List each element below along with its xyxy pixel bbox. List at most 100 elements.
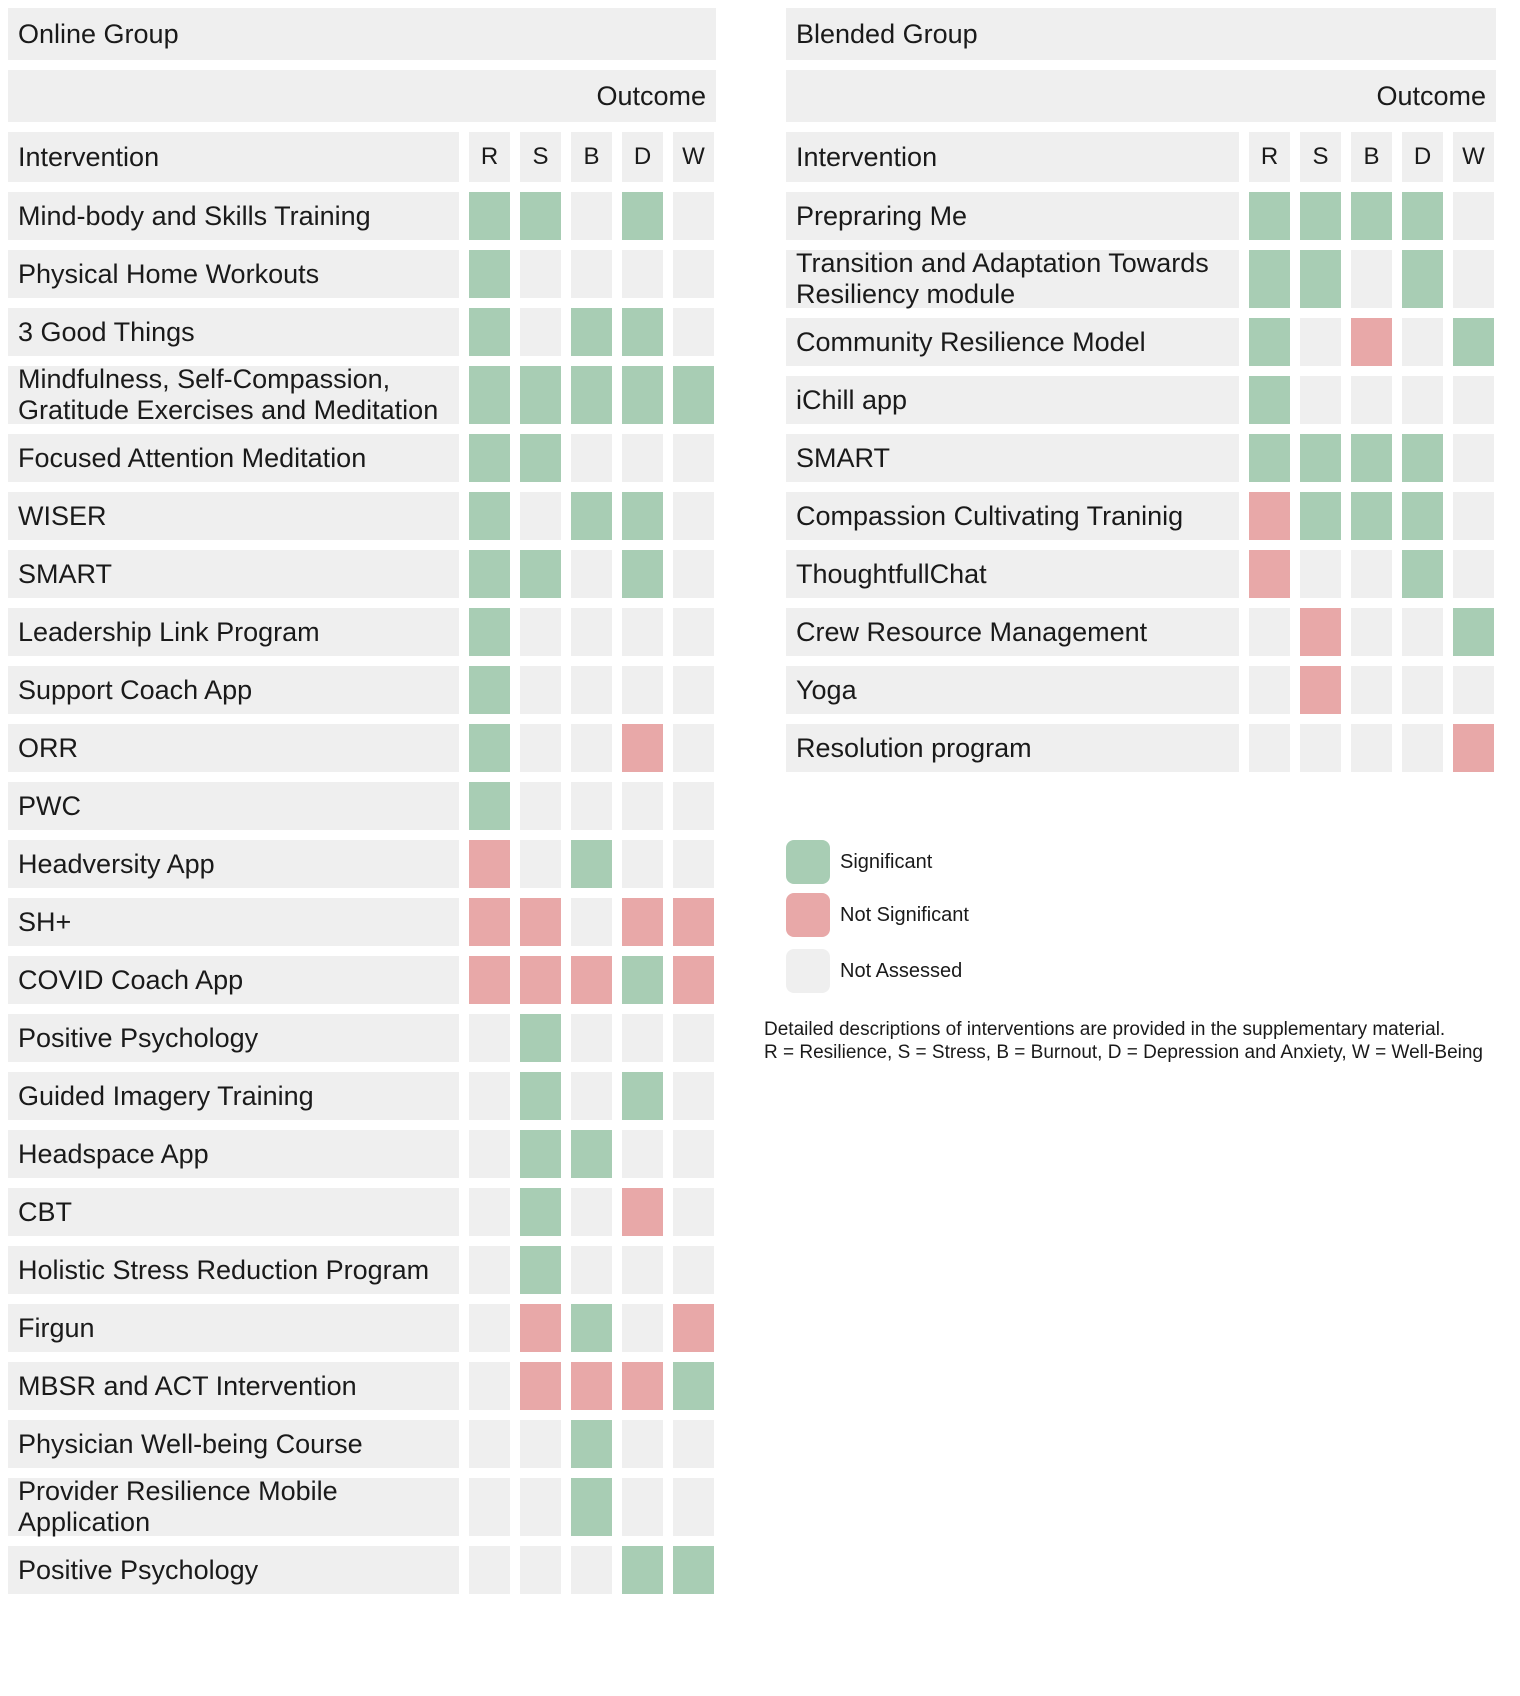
online-cell-s-significant: [520, 192, 561, 240]
blended-cell-s-not-significant: [1300, 608, 1341, 656]
online-cell-r-not-assessed: [469, 1072, 510, 1120]
blended-column-header-row: Intervention R S B D W: [786, 132, 1496, 182]
table-row: SMART: [786, 434, 1496, 482]
intervention-name: COVID Coach App: [8, 956, 459, 1004]
blended-group-title: Blended Group: [786, 8, 1496, 60]
online-cell-s-not-significant: [520, 956, 561, 1004]
legend-not-assessed: Not Assessed: [786, 949, 962, 993]
online-cell-b-significant: [571, 1478, 612, 1536]
legend-not-significant: Not Significant: [786, 893, 969, 937]
intervention-name: CBT: [8, 1188, 459, 1236]
online-cell-b-not-assessed: [571, 550, 612, 598]
blended-cell-s-significant: [1300, 492, 1341, 540]
online-cell-r-significant: [469, 550, 510, 598]
online-cell-b-significant: [571, 1130, 612, 1178]
legend-swatch-not-assessed: [786, 949, 830, 993]
blended-cell-r-significant: [1249, 192, 1290, 240]
table-row: Leadership Link Program: [8, 608, 716, 656]
legend-label-not-significant: Not Significant: [840, 903, 969, 926]
blended-cell-b-significant: [1351, 492, 1392, 540]
intervention-name: Positive Psychology: [8, 1014, 459, 1062]
blended-group-table: Blended Group Outcome Intervention R S B…: [786, 8, 1496, 772]
online-cell-r-not-assessed: [469, 1420, 510, 1468]
online-cell-w-not-assessed: [673, 666, 714, 714]
table-row: Physical Home Workouts: [8, 250, 716, 298]
online-cell-b-significant: [571, 308, 612, 356]
online-cell-w-not-assessed: [673, 250, 714, 298]
table-row: Focused Attention Meditation: [8, 434, 716, 482]
online-group-title: Online Group: [8, 8, 716, 60]
online-cell-r-not-significant: [469, 956, 510, 1004]
online-cell-b-not-assessed: [571, 898, 612, 946]
online-col-d: D: [622, 132, 663, 182]
online-cell-r-not-assessed: [469, 1304, 510, 1352]
intervention-name: Crew Resource Management: [786, 608, 1239, 656]
table-row: iChill app: [786, 376, 1496, 424]
blended-cell-w-not-significant: [1453, 724, 1494, 772]
blended-cell-s-not-significant: [1300, 666, 1341, 714]
online-cell-b-not-significant: [571, 956, 612, 1004]
legend-swatch-not-significant: [786, 893, 830, 937]
online-cell-b-significant: [571, 840, 612, 888]
blended-outcome-header: Outcome: [786, 70, 1496, 122]
online-cell-d-significant: [622, 366, 663, 424]
table-row: COVID Coach App: [8, 956, 716, 1004]
table-row: Prepraring Me: [786, 192, 1496, 240]
intervention-name: Headversity App: [8, 840, 459, 888]
online-col-w: W: [673, 132, 714, 182]
intervention-name: Physical Home Workouts: [8, 250, 459, 298]
intervention-name: Yoga: [786, 666, 1239, 714]
blended-cell-s-not-assessed: [1300, 376, 1341, 424]
table-row: Headversity App: [8, 840, 716, 888]
online-cell-d-not-assessed: [622, 1130, 663, 1178]
blended-cell-w-significant: [1453, 318, 1494, 366]
blended-cell-w-not-assessed: [1453, 250, 1494, 308]
online-cell-s-not-assessed: [520, 1420, 561, 1468]
online-cell-s-not-assessed: [520, 666, 561, 714]
online-cell-d-not-assessed: [622, 1478, 663, 1536]
table-row: Physician Well-being Course: [8, 1420, 716, 1468]
blended-rows: Prepraring Me Transition and Adaptation T…: [786, 192, 1496, 772]
online-cell-d-not-significant: [622, 1188, 663, 1236]
table-row: 3 Good Things: [8, 308, 716, 356]
online-cell-d-not-assessed: [622, 840, 663, 888]
legend-significant: Significant: [786, 840, 932, 884]
online-cell-r-significant: [469, 492, 510, 540]
footnote-supplementary: Detailed descriptions of interventions a…: [764, 1019, 1446, 1040]
footnote-abbreviations: R = Resilience, S = Stress, B = Burnout,…: [764, 1042, 1483, 1063]
online-cell-r-not-assessed: [469, 1362, 510, 1410]
online-cell-d-not-assessed: [622, 608, 663, 656]
intervention-name: 3 Good Things: [8, 308, 459, 356]
intervention-name: SH+: [8, 898, 459, 946]
online-cell-r-not-significant: [469, 898, 510, 946]
blended-cell-w-not-assessed: [1453, 492, 1494, 540]
online-cell-w-not-assessed: [673, 840, 714, 888]
blended-cell-b-significant: [1351, 434, 1392, 482]
intervention-name: Mind-body and Skills Training: [8, 192, 459, 240]
blended-cell-d-not-assessed: [1402, 724, 1443, 772]
table-row: Mindfulness, Self-Compassion, Gratitude …: [8, 364, 716, 425]
blended-cell-r-significant: [1249, 318, 1290, 366]
legend-label-significant: Significant: [840, 850, 933, 873]
blended-cell-w-not-assessed: [1453, 550, 1494, 598]
online-cell-s-not-significant: [520, 898, 561, 946]
intervention-name: Mindfulness, Self-Compassion, Gratitude …: [8, 364, 459, 425]
blended-cell-w-not-assessed: [1453, 192, 1494, 240]
online-cell-s-not-assessed: [520, 308, 561, 356]
online-cell-s-not-assessed: [520, 1546, 561, 1594]
online-cell-d-not-assessed: [622, 1420, 663, 1468]
online-cell-w-not-assessed: [673, 1188, 714, 1236]
blended-cell-s-not-assessed: [1300, 550, 1341, 598]
blended-cell-d-not-assessed: [1402, 318, 1443, 366]
online-cell-s-not-assessed: [520, 840, 561, 888]
intervention-name: PWC: [8, 782, 459, 830]
blended-cell-b-not-significant: [1351, 318, 1392, 366]
online-cell-w-not-significant: [673, 956, 714, 1004]
online-cell-b-significant: [571, 1304, 612, 1352]
table-row: Yoga: [786, 666, 1496, 714]
online-cell-d-not-significant: [622, 724, 663, 772]
intervention-name: ThoughtfullChat: [786, 550, 1239, 598]
online-cell-r-not-assessed: [469, 1014, 510, 1062]
blended-cell-d-significant: [1402, 250, 1443, 308]
intervention-name: SMART: [8, 550, 459, 598]
